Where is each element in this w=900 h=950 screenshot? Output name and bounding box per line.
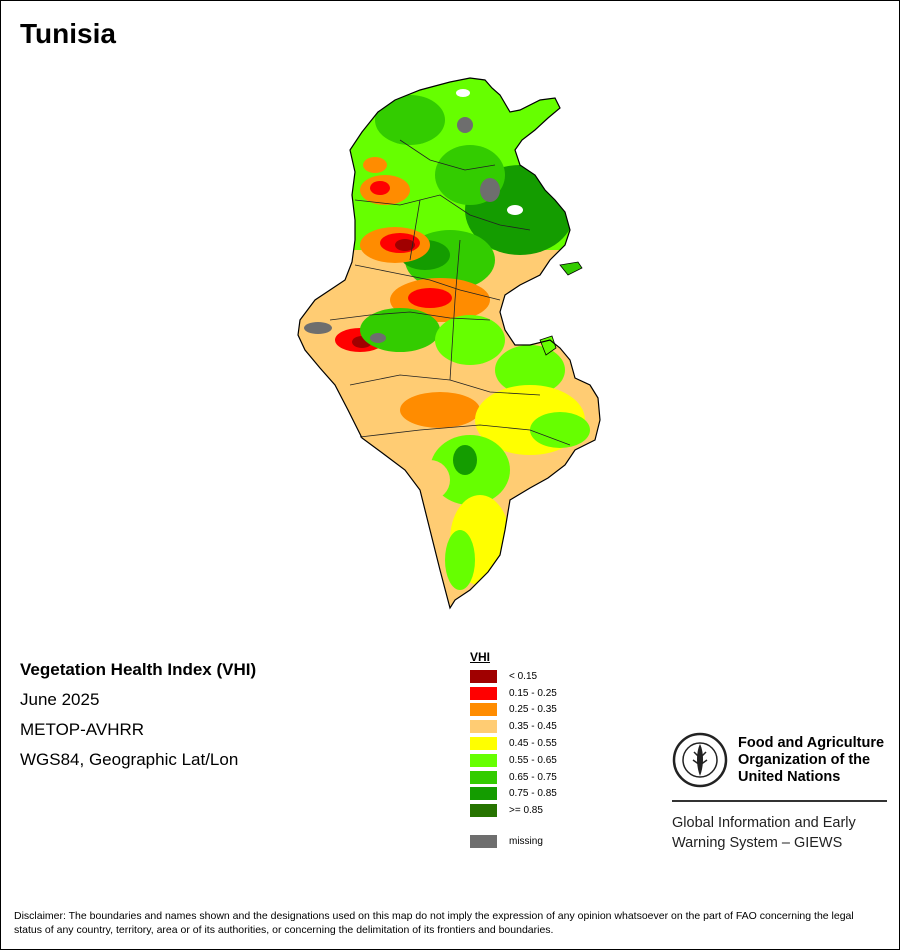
giews-line: Global Information and Early — [672, 815, 856, 831]
legend-swatch — [470, 835, 497, 849]
legend-swatch — [470, 686, 497, 700]
legend-label: 0.35 - 0.45 — [509, 721, 557, 733]
legend-swatch — [470, 703, 497, 717]
legend-item: 0.45 - 0.55 — [470, 735, 590, 752]
legend-label: 0.75 - 0.85 — [509, 788, 557, 800]
legend-item: 0.75 - 0.85 — [470, 786, 590, 803]
organization-name: Food and Agriculture Organization of the… — [738, 735, 884, 786]
legend-swatch — [470, 804, 497, 818]
legend-swatch — [470, 770, 497, 784]
map-date: June 2025 — [20, 690, 100, 709]
org-name-line: Organization of the — [738, 752, 871, 768]
vhi-legend: VHI < 0.15 0.15 - 0.25 0.25 - 0.35 0.35 - 0… — [470, 650, 590, 850]
giews-name: Global Information and Early Warning Sys… — [672, 813, 856, 853]
legend-item: 0.35 - 0.45 — [470, 718, 590, 735]
legend-item: 0.15 - 0.25 — [470, 685, 590, 702]
legend-swatch — [470, 737, 497, 751]
legend-label: 0.45 - 0.55 — [509, 738, 557, 750]
org-name-line: Food and Agriculture — [738, 735, 885, 751]
fao-logo-icon — [672, 732, 728, 788]
sensor-name: METOP-AVHRR — [20, 720, 145, 739]
legend-label: 0.25 - 0.35 — [509, 704, 557, 716]
legend-heading: VHI — [470, 650, 491, 664]
legend-item: < 0.15 — [470, 668, 590, 685]
legend-item: 0.55 - 0.65 — [470, 752, 590, 769]
legend-label: missing — [509, 836, 543, 848]
map-info: Vegetation Health Index (VHI) June 2025 … — [20, 655, 256, 775]
legend-label: >= 0.85 — [509, 805, 543, 817]
legend-label: < 0.15 — [509, 670, 538, 682]
legend-label: 0.55 - 0.65 — [509, 754, 557, 766]
legend-item: 0.65 - 0.75 — [470, 769, 590, 786]
map-title: Tunisia — [20, 18, 116, 49]
legend-swatch — [470, 669, 497, 683]
disclaimer-text: Disclaimer: The boundaries and names sho… — [14, 910, 854, 936]
legend-item: >= 0.85 — [470, 802, 590, 819]
legend-label: 0.65 - 0.75 — [509, 771, 557, 783]
legend-item: 0.25 - 0.35 — [470, 702, 590, 719]
index-name: Vegetation Health Index (VHI) — [20, 660, 257, 679]
legend-item-missing: missing — [470, 833, 590, 850]
legend-swatch — [470, 720, 497, 734]
tunisia-vhi-map — [297, 77, 601, 609]
legend-swatch — [470, 753, 497, 767]
org-name-line: United Nations — [738, 769, 841, 785]
divider — [672, 800, 887, 802]
giews-line: Warning System – GIEWS — [672, 835, 843, 851]
legend-label: 0.15 - 0.25 — [509, 687, 557, 699]
projection-label: WGS84, Geographic Lat/Lon — [20, 750, 239, 769]
legend-swatch — [470, 787, 497, 801]
